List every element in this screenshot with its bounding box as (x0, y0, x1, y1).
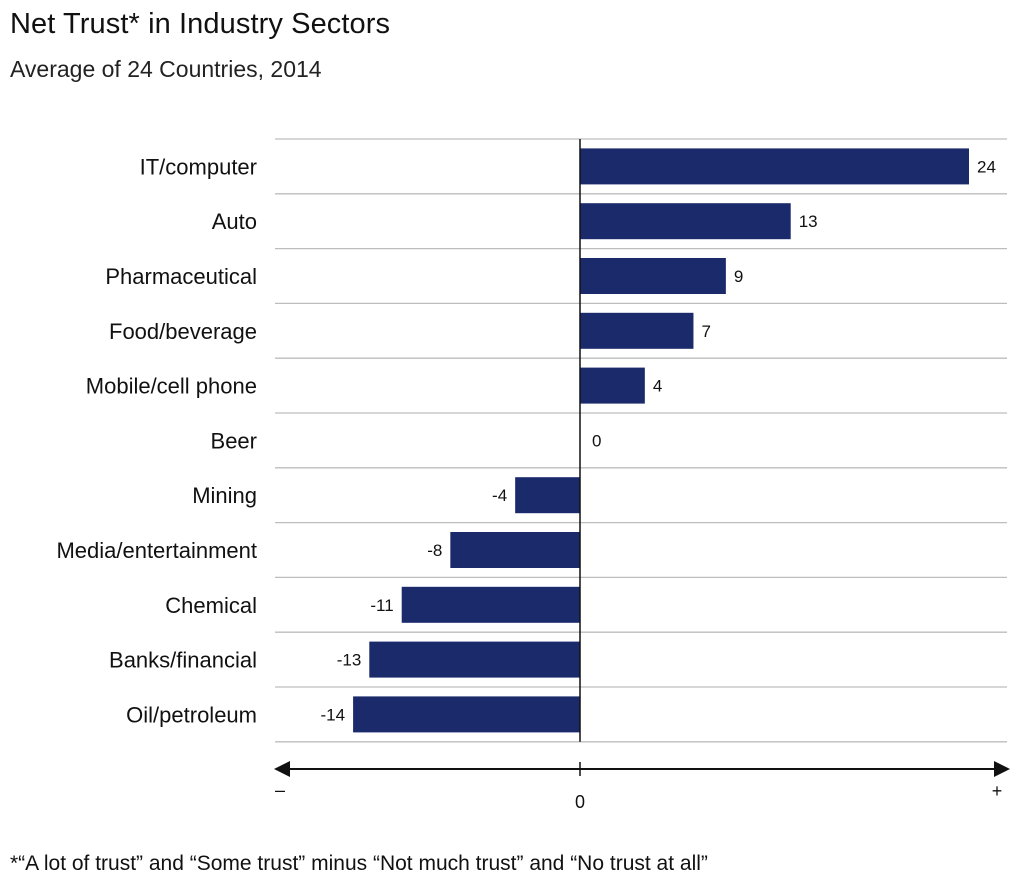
axis-arrow-right (994, 761, 1010, 777)
category-label-banks-financial: Banks/financial (109, 648, 257, 673)
value-label-food-beverage: 7 (701, 322, 710, 341)
bar-media-entertainment (450, 532, 580, 568)
category-labels: IT/computer Auto Pharmaceutical Food/bevera… (56, 154, 257, 727)
value-label-auto: 13 (799, 212, 818, 231)
value-label-pharmaceutical: 9 (734, 267, 743, 286)
value-labels: 24 13 9 7 4 0 -4 -8 -11 -13 -14 (321, 157, 996, 724)
value-label-media-entertainment: -8 (427, 541, 442, 560)
category-label-chemical: Chemical (165, 593, 257, 618)
bar-chart: IT/computer Auto Pharmaceutical Food/bevera… (56, 138, 1010, 812)
bars (353, 148, 969, 733)
bar-pharmaceutical (580, 258, 726, 294)
category-label-it-computer: IT/computer (140, 154, 257, 179)
bar-banks-financial (369, 641, 580, 678)
category-label-media-entertainment: Media/entertainment (56, 538, 257, 563)
bar-oil-petroleum (353, 696, 580, 733)
bar-chemical (401, 586, 580, 623)
bar-auto (580, 203, 791, 240)
bar-mobile-cell-phone (580, 367, 645, 404)
value-label-mobile-cell-phone: 4 (653, 377, 662, 396)
value-label-chemical: -11 (370, 596, 393, 615)
chart-title: Net Trust* in Industry Sectors (10, 8, 391, 40)
bar-it-computer (580, 148, 969, 185)
x-axis: – 0 + (274, 139, 1010, 812)
chart-subtitle: Average of 24 Countries, 2014 (10, 56, 322, 82)
category-label-mobile-cell-phone: Mobile/cell phone (86, 374, 257, 399)
category-label-mining: Mining (192, 483, 257, 508)
category-label-pharmaceutical: Pharmaceutical (105, 264, 257, 289)
value-label-mining: -4 (492, 486, 507, 505)
x-axis-zero-label: 0 (575, 792, 585, 812)
x-axis-min-label: – (275, 780, 285, 800)
category-label-food-beverage: Food/beverage (109, 319, 257, 344)
gridlines (275, 138, 1007, 743)
bar-food-beverage (580, 312, 694, 349)
footnote: *“A lot of trust” and “Some trust” minus… (10, 852, 708, 875)
value-label-it-computer: 24 (977, 157, 996, 176)
axis-arrow-left (274, 761, 290, 777)
value-label-banks-financial: -13 (337, 651, 362, 670)
value-label-oil-petroleum: -14 (321, 705, 346, 724)
value-label-beer: 0 (592, 431, 601, 450)
bar-mining (515, 477, 580, 514)
category-label-auto: Auto (212, 209, 257, 234)
x-axis-max-label: + (992, 781, 1003, 801)
category-label-oil-petroleum: Oil/petroleum (126, 702, 257, 727)
category-label-beer: Beer (211, 428, 257, 453)
